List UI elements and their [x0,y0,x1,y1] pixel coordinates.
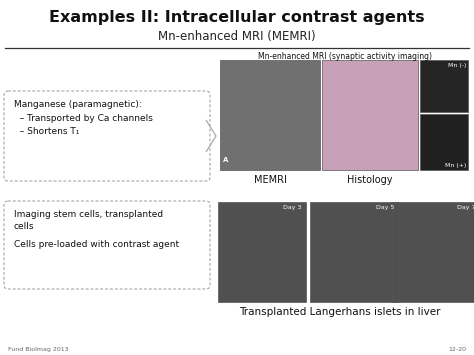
Text: Histology: Histology [347,175,393,185]
Text: Transplanted Langerhans islets in liver: Transplanted Langerhans islets in liver [239,307,441,317]
FancyBboxPatch shape [4,201,210,289]
Text: Day 7: Day 7 [457,205,474,210]
Text: – Transported by Ca channels: – Transported by Ca channels [14,114,153,123]
Text: Manganese (paramagnetic):: Manganese (paramagnetic): [14,100,142,109]
FancyBboxPatch shape [420,60,468,112]
Text: A: A [223,157,228,163]
Text: Day 3: Day 3 [283,205,302,210]
Text: cells: cells [14,222,35,231]
FancyBboxPatch shape [392,202,474,302]
FancyBboxPatch shape [4,91,210,181]
FancyBboxPatch shape [310,202,398,302]
FancyBboxPatch shape [322,60,418,170]
FancyBboxPatch shape [218,202,306,302]
Text: Imaging stem cells, transplanted: Imaging stem cells, transplanted [14,210,163,219]
FancyBboxPatch shape [220,60,320,170]
Text: – Shortens T₁: – Shortens T₁ [14,127,79,136]
Text: Mn-enhanced MRI (synaptic activity imaging): Mn-enhanced MRI (synaptic activity imagi… [258,52,432,61]
Text: 12-20: 12-20 [448,347,466,352]
FancyBboxPatch shape [420,114,468,170]
Text: Mn (-): Mn (-) [447,63,466,68]
Text: Day 5: Day 5 [375,205,394,210]
Text: MEMRI: MEMRI [254,175,286,185]
Text: Mn-enhanced MRI (MEMRI): Mn-enhanced MRI (MEMRI) [158,30,316,43]
Text: Fund Biolmag 2013: Fund Biolmag 2013 [8,347,69,352]
Text: Examples II: Intracellular contrast agents: Examples II: Intracellular contrast agen… [49,10,425,25]
Text: Mn (+): Mn (+) [445,163,466,168]
Text: Cells pre-loaded with contrast agent: Cells pre-loaded with contrast agent [14,240,179,249]
